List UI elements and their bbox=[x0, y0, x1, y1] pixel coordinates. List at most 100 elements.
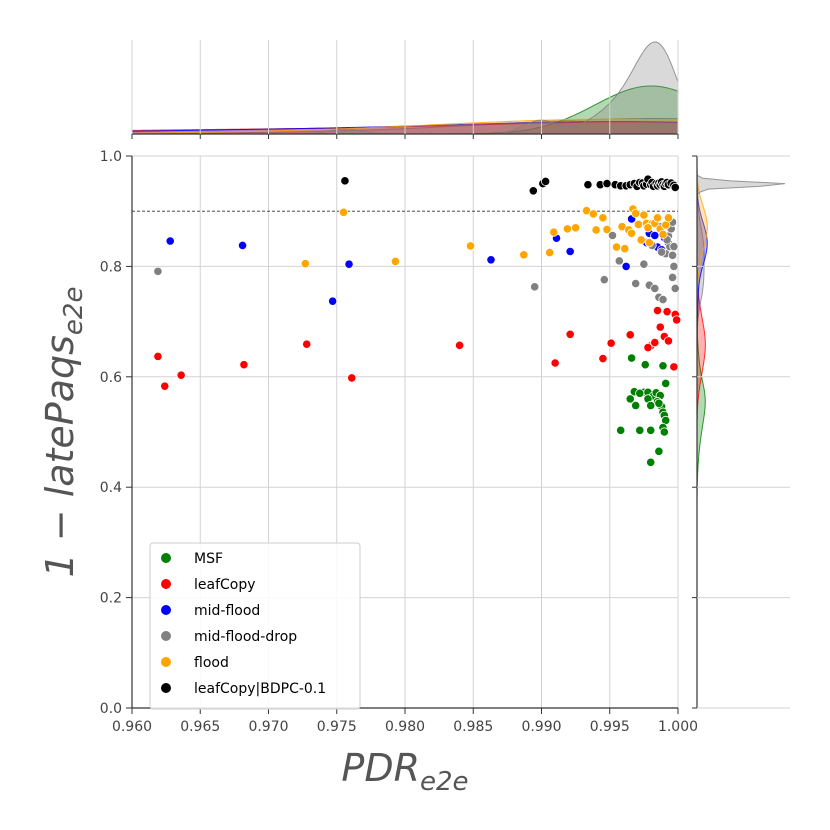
data-point bbox=[672, 315, 682, 325]
data-point bbox=[165, 236, 175, 246]
data-point bbox=[486, 255, 496, 265]
legend-marker bbox=[161, 683, 171, 693]
data-point bbox=[340, 176, 350, 186]
y-tick-label: 0.8 bbox=[100, 259, 122, 275]
data-point bbox=[621, 261, 631, 271]
x-tick-label: 0.975 bbox=[317, 719, 357, 735]
x-tick-label: 0.985 bbox=[453, 719, 493, 735]
data-point bbox=[639, 259, 649, 269]
data-point bbox=[663, 336, 674, 346]
data-point bbox=[635, 425, 645, 435]
data-point bbox=[633, 219, 644, 230]
data-point bbox=[549, 227, 559, 237]
data-point bbox=[667, 250, 678, 260]
data-point bbox=[528, 186, 538, 196]
right-marginal-density bbox=[692, 155, 786, 709]
data-point bbox=[631, 400, 641, 411]
data-point bbox=[669, 362, 679, 372]
data-point bbox=[588, 209, 598, 219]
data-point bbox=[160, 381, 170, 391]
data-point bbox=[654, 398, 664, 408]
data-point bbox=[237, 240, 248, 251]
data-point bbox=[302, 339, 312, 349]
data-point bbox=[631, 278, 641, 289]
data-point bbox=[602, 224, 612, 235]
data-point bbox=[669, 241, 679, 252]
data-point bbox=[347, 373, 357, 383]
data-point bbox=[614, 256, 624, 266]
data-point bbox=[300, 259, 310, 269]
data-point bbox=[670, 283, 680, 294]
x-tick-label: 0.970 bbox=[248, 719, 288, 735]
data-point bbox=[153, 351, 163, 361]
legend-label: MSF bbox=[194, 551, 223, 567]
data-point bbox=[646, 400, 656, 411]
data-point bbox=[565, 329, 575, 339]
data-point bbox=[631, 208, 641, 219]
data-point bbox=[454, 340, 465, 350]
legend-marker bbox=[161, 657, 171, 667]
x-tick-label: 1.000 bbox=[658, 719, 698, 735]
data-point bbox=[545, 248, 555, 258]
data-point bbox=[652, 213, 663, 223]
data-point bbox=[239, 360, 249, 370]
y-tick-label: 0.4 bbox=[100, 480, 122, 496]
data-point bbox=[663, 213, 674, 223]
data-point bbox=[620, 244, 630, 254]
data-point bbox=[611, 242, 622, 252]
kde-right-5 bbox=[696, 156, 786, 708]
data-point bbox=[669, 261, 679, 271]
data-point bbox=[625, 394, 635, 404]
legend-label: flood bbox=[194, 655, 229, 671]
data-point bbox=[640, 360, 650, 370]
data-point bbox=[540, 176, 551, 186]
data-point bbox=[661, 378, 671, 389]
x-tick-label: 0.960 bbox=[112, 719, 152, 735]
legend-label: leafCopy bbox=[194, 577, 256, 593]
legend-marker bbox=[161, 631, 171, 641]
data-point bbox=[670, 182, 680, 193]
legend-label: mid-flood bbox=[194, 603, 260, 619]
data-point bbox=[562, 224, 573, 234]
data-point bbox=[643, 342, 653, 353]
data-point bbox=[655, 322, 665, 332]
data-point bbox=[659, 427, 669, 437]
data-point bbox=[176, 370, 186, 380]
data-point bbox=[328, 296, 338, 306]
y-tick-label: 1.0 bbox=[100, 149, 122, 165]
data-point bbox=[530, 282, 540, 292]
x-tick-label: 0.990 bbox=[521, 719, 561, 735]
legend-marker bbox=[161, 605, 171, 615]
data-point bbox=[662, 307, 672, 317]
data-point bbox=[657, 247, 667, 257]
data-point bbox=[643, 223, 653, 233]
legend-label: leafCopy|BDPC-0.1 bbox=[194, 681, 326, 697]
legend: MSF leafCopy mid-flood mid-flood-drop flood l… bbox=[149, 542, 361, 710]
data-point bbox=[598, 353, 608, 364]
y-tick-label: 0.2 bbox=[100, 591, 122, 607]
data-point bbox=[338, 207, 349, 217]
data-point bbox=[153, 266, 163, 276]
legend-marker bbox=[161, 553, 171, 563]
data-point bbox=[550, 358, 560, 368]
y-tick-label: 0.6 bbox=[100, 370, 122, 386]
y-axis-title: 1 − latePaqse2e bbox=[38, 287, 89, 578]
data-point bbox=[658, 294, 668, 305]
scatter-points bbox=[153, 174, 682, 467]
data-point bbox=[519, 250, 529, 260]
data-point bbox=[607, 230, 618, 241]
data-point bbox=[667, 272, 678, 283]
legend-marker bbox=[161, 579, 171, 589]
legend-box bbox=[149, 542, 361, 710]
data-point bbox=[583, 180, 593, 190]
main-axes: 0.960 0.965 0.970 0.975 0.980 0.985 0.990 0.995… bbox=[100, 149, 698, 735]
data-point bbox=[591, 225, 601, 235]
data-point bbox=[616, 425, 626, 435]
y-tick-label: 0.0 bbox=[100, 701, 122, 717]
data-point bbox=[635, 388, 645, 398]
data-point bbox=[465, 241, 476, 251]
x-tick-label: 0.980 bbox=[385, 719, 425, 735]
x-tick-label: 0.995 bbox=[590, 719, 630, 735]
legend-label: mid-flood-drop bbox=[194, 629, 297, 645]
data-point bbox=[652, 305, 663, 316]
